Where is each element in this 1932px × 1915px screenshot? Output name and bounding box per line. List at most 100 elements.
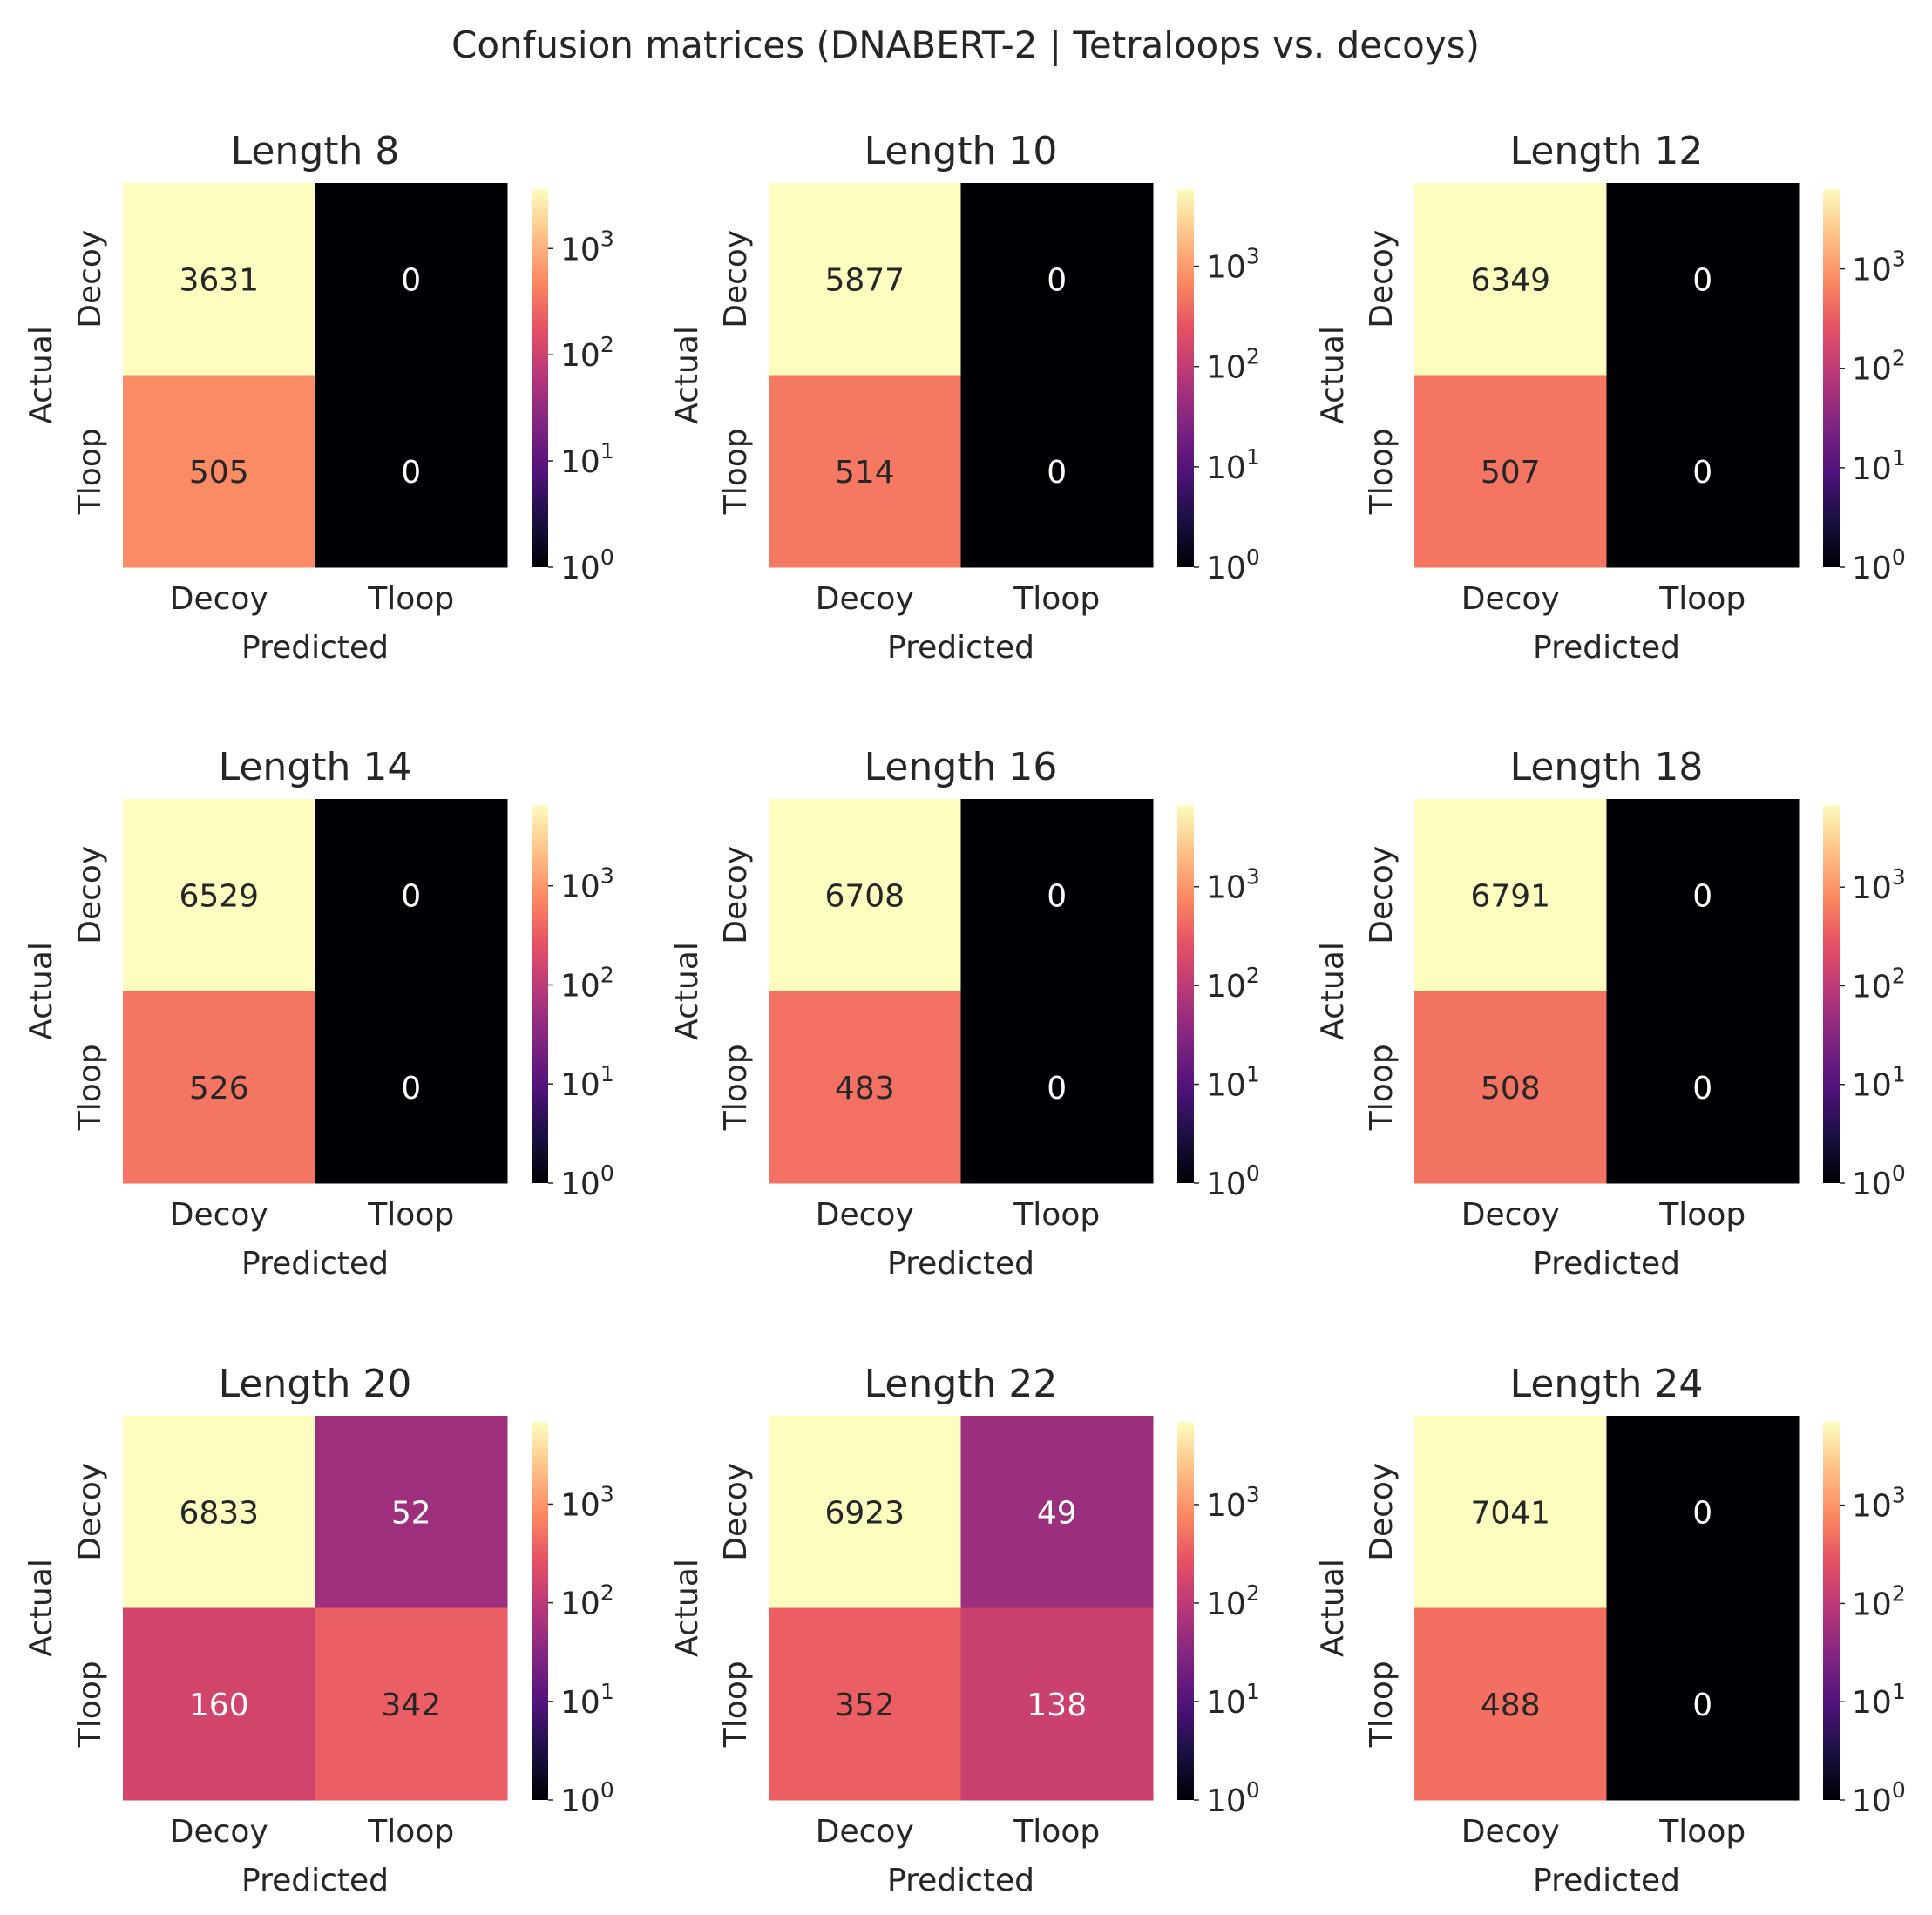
colorbar-tick-label: 101 xyxy=(1206,1679,1260,1721)
colorbar xyxy=(532,1422,548,1800)
y-axis-label: Actual xyxy=(1315,1559,1351,1657)
heatmap-cell xyxy=(769,799,961,991)
colorbar-tick-label: 102 xyxy=(560,1580,614,1622)
panel-5: Length 16 6708 0 483 0 Decoy Tloop Predicted Dec… xyxy=(669,745,1260,1282)
colorbar-tick-label: 102 xyxy=(560,962,614,1004)
panel-title: Length 24 xyxy=(1510,1362,1704,1406)
cell-value-label: 6791 xyxy=(1470,878,1550,914)
x-tick-label: Decoy xyxy=(816,1197,914,1233)
cell-value-label: 514 xyxy=(835,455,895,491)
heatmap-cell xyxy=(1414,375,1607,568)
x-tick-label: Tloop xyxy=(1658,1814,1746,1850)
colorbar-tick-label: 100 xyxy=(560,545,614,586)
panel-3: Length 12 6349 0 507 0 Decoy Tloop Predicted Dec… xyxy=(1315,129,1906,666)
colorbar xyxy=(532,189,548,567)
y-axis-label: Actual xyxy=(1315,942,1351,1040)
x-tick-label: Tloop xyxy=(1013,1197,1100,1233)
heatmap-cell xyxy=(123,1416,315,1608)
y-tick-label: Tloop xyxy=(718,428,754,515)
heatmap-cell xyxy=(123,375,315,568)
cell-value-label: 6833 xyxy=(179,1495,259,1531)
cell-value-label: 5877 xyxy=(824,262,905,298)
heatmap-cell xyxy=(315,991,508,1184)
cell-value-label: 0 xyxy=(1692,1071,1712,1106)
colorbar-tick-label: 102 xyxy=(560,332,614,374)
y-axis-label: Actual xyxy=(669,942,705,1040)
heatmap-cell xyxy=(1414,991,1607,1184)
cell-value-label: 0 xyxy=(1047,455,1067,491)
y-tick-label: Decoy xyxy=(72,1463,108,1561)
heatmap-cell xyxy=(1606,183,1800,376)
colorbar-tick-label: 100 xyxy=(560,1777,614,1819)
heatmap-cell xyxy=(769,1607,961,1801)
heatmap-cell xyxy=(123,991,315,1184)
cell-value-label: 0 xyxy=(401,455,421,491)
x-axis-label: Predicted xyxy=(241,1246,389,1282)
cell-value-label: 0 xyxy=(1692,455,1712,491)
panel-2: Length 10 5877 0 514 0 Decoy Tloop Predicted Dec… xyxy=(669,129,1260,666)
y-tick-label: Decoy xyxy=(1364,230,1400,328)
colorbar xyxy=(1177,189,1194,567)
colorbar-tick-label: 101 xyxy=(1852,445,1906,487)
x-tick-label: Decoy xyxy=(170,581,268,617)
x-tick-label: Decoy xyxy=(816,1814,914,1850)
x-tick-label: Tloop xyxy=(1013,1814,1100,1850)
cell-value-label: 526 xyxy=(189,1071,249,1106)
heatmap-cell xyxy=(960,991,1154,1184)
cell-value-label: 0 xyxy=(1047,1071,1067,1106)
cell-value-label: 0 xyxy=(1692,262,1712,298)
colorbar-tick-label: 103 xyxy=(1852,1483,1906,1525)
heatmap-cell xyxy=(1606,1416,1800,1608)
heatmap-cell xyxy=(315,183,508,376)
colorbar-tick-label: 102 xyxy=(1852,963,1906,1005)
colorbar-tick-label: 100 xyxy=(1852,1161,1906,1202)
cell-value-label: 6529 xyxy=(179,878,259,914)
y-axis-label: Actual xyxy=(24,326,59,424)
panel-1: Length 8 3631 0 505 0 Decoy Tloop Predicted Deco… xyxy=(24,129,614,666)
colorbar-tick-label: 102 xyxy=(1852,346,1906,388)
y-tick-label: Tloop xyxy=(1364,1044,1400,1131)
heatmap-cell xyxy=(769,991,961,1184)
cell-value-label: 0 xyxy=(1692,1688,1712,1723)
y-axis-label: Actual xyxy=(24,1559,59,1657)
figure-title: Confusion matrices (DNABERT-2 | Tetraloo… xyxy=(451,24,1480,66)
cell-value-label: 342 xyxy=(381,1688,441,1723)
colorbar xyxy=(1177,1422,1194,1800)
colorbar-tick-label: 102 xyxy=(1206,1580,1260,1622)
panel-title: Length 12 xyxy=(1510,129,1704,173)
x-axis-label: Predicted xyxy=(887,1246,1034,1282)
cell-value-label: 483 xyxy=(835,1071,895,1106)
colorbar-tick-label: 103 xyxy=(560,863,614,905)
x-tick-label: Decoy xyxy=(170,1814,268,1850)
x-tick-label: Tloop xyxy=(1658,581,1746,617)
y-tick-label: Decoy xyxy=(72,230,108,328)
colorbar-tick-label: 102 xyxy=(1206,963,1260,1005)
cell-value-label: 49 xyxy=(1037,1495,1077,1531)
y-tick-label: Tloop xyxy=(72,428,108,515)
heatmap-cell xyxy=(960,799,1154,991)
heatmap-cell xyxy=(1414,183,1607,376)
x-axis-label: Predicted xyxy=(887,1863,1034,1898)
heatmap-cell xyxy=(315,375,508,568)
heatmap-cell xyxy=(769,375,961,568)
cell-value-label: 0 xyxy=(401,1071,421,1106)
heatmap-cell xyxy=(1414,1416,1607,1608)
colorbar-tick-label: 101 xyxy=(1852,1679,1906,1721)
y-axis-label: Actual xyxy=(24,942,59,1040)
heatmap-cell xyxy=(315,1607,508,1801)
x-tick-label: Decoy xyxy=(170,1197,268,1233)
heatmap-cell xyxy=(1606,991,1800,1184)
y-axis-label: Actual xyxy=(669,1559,705,1657)
y-tick-label: Tloop xyxy=(72,1044,108,1131)
y-axis-label: Actual xyxy=(1315,326,1351,424)
x-axis-label: Predicted xyxy=(241,630,389,666)
panel-7: Length 20 6833 52 160 342 Decoy Tloop Predicted… xyxy=(24,1362,614,1898)
colorbar-tick-label: 101 xyxy=(1852,1062,1906,1104)
panel-title: Length 14 xyxy=(219,745,412,789)
y-tick-label: Decoy xyxy=(718,1463,754,1561)
colorbar-tick-label: 103 xyxy=(560,1481,614,1523)
heatmap-cell xyxy=(960,375,1154,568)
cell-value-label: 3631 xyxy=(179,262,259,298)
colorbar-tick-label: 101 xyxy=(560,1061,614,1103)
